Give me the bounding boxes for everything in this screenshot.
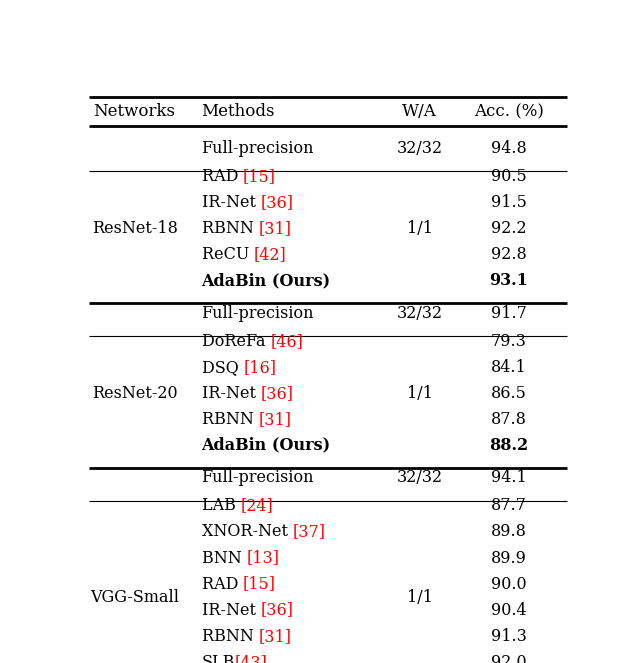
Text: 1/1: 1/1 — [407, 589, 433, 605]
Text: 94.8: 94.8 — [491, 140, 527, 156]
Text: XNOR-Net: XNOR-Net — [202, 524, 292, 540]
Text: Acc. (%): Acc. (%) — [474, 103, 544, 120]
Text: RAD: RAD — [202, 575, 243, 593]
Text: [36]: [36] — [260, 601, 294, 619]
Text: [24]: [24] — [241, 497, 273, 514]
Text: 92.2: 92.2 — [492, 220, 527, 237]
Text: 87.7: 87.7 — [491, 497, 527, 514]
Text: [31]: [31] — [259, 411, 292, 428]
Text: Full-precision: Full-precision — [202, 140, 314, 156]
Text: BNN: BNN — [202, 550, 246, 566]
Text: RBNN: RBNN — [202, 411, 259, 428]
Text: [46]: [46] — [270, 333, 303, 349]
Text: [16]: [16] — [243, 359, 276, 376]
Text: [15]: [15] — [243, 168, 276, 185]
Text: [43]: [43] — [235, 654, 268, 663]
Text: 1/1: 1/1 — [407, 220, 433, 237]
Text: 90.5: 90.5 — [491, 168, 527, 185]
Text: [36]: [36] — [260, 194, 294, 211]
Text: 32/32: 32/32 — [397, 469, 443, 487]
Text: DoReFa: DoReFa — [202, 333, 270, 349]
Text: 90.0: 90.0 — [492, 575, 527, 593]
Text: 91.7: 91.7 — [491, 304, 527, 322]
Text: 87.8: 87.8 — [491, 411, 527, 428]
Text: [37]: [37] — [292, 524, 326, 540]
Text: 92.8: 92.8 — [491, 246, 527, 263]
Text: 79.3: 79.3 — [491, 333, 527, 349]
Text: IR-Net: IR-Net — [202, 601, 260, 619]
Text: DSQ: DSQ — [202, 359, 243, 376]
Text: 89.9: 89.9 — [491, 550, 527, 566]
Text: 93.1: 93.1 — [490, 272, 529, 289]
Text: [13]: [13] — [246, 550, 280, 566]
Text: IR-Net: IR-Net — [202, 194, 260, 211]
Text: [31]: [31] — [259, 220, 292, 237]
Text: 32/32: 32/32 — [397, 304, 443, 322]
Text: Full-precision: Full-precision — [202, 304, 314, 322]
Text: 91.5: 91.5 — [491, 194, 527, 211]
Text: AdaBin (Ours): AdaBin (Ours) — [202, 437, 331, 453]
Text: 32/32: 32/32 — [397, 140, 443, 156]
Text: Methods: Methods — [202, 103, 275, 120]
Text: 90.4: 90.4 — [492, 601, 527, 619]
Text: 91.3: 91.3 — [491, 628, 527, 644]
Text: ResNet-18: ResNet-18 — [92, 220, 177, 237]
Text: Networks: Networks — [93, 103, 175, 120]
Text: RBNN: RBNN — [202, 220, 259, 237]
Text: 1/1: 1/1 — [407, 385, 433, 402]
Text: 92.0: 92.0 — [492, 654, 527, 663]
Text: AdaBin (Ours): AdaBin (Ours) — [202, 272, 331, 289]
Text: LAB: LAB — [202, 497, 241, 514]
Text: W/A: W/A — [403, 103, 437, 120]
Text: SLB: SLB — [202, 654, 235, 663]
Text: RBNN: RBNN — [202, 628, 259, 644]
Text: IR-Net: IR-Net — [202, 385, 260, 402]
Text: ResNet-20: ResNet-20 — [92, 385, 177, 402]
Text: ReCU: ReCU — [202, 246, 254, 263]
Text: [15]: [15] — [243, 575, 276, 593]
Text: 86.5: 86.5 — [491, 385, 527, 402]
Text: [42]: [42] — [254, 246, 287, 263]
Text: [36]: [36] — [260, 385, 294, 402]
Text: Full-precision: Full-precision — [202, 469, 314, 487]
Text: 84.1: 84.1 — [491, 359, 527, 376]
Text: VGG-Small: VGG-Small — [90, 589, 179, 605]
Text: [31]: [31] — [259, 628, 292, 644]
Text: 89.8: 89.8 — [491, 524, 527, 540]
Text: 88.2: 88.2 — [490, 437, 529, 453]
Text: RAD: RAD — [202, 168, 243, 185]
Text: 94.1: 94.1 — [491, 469, 527, 487]
